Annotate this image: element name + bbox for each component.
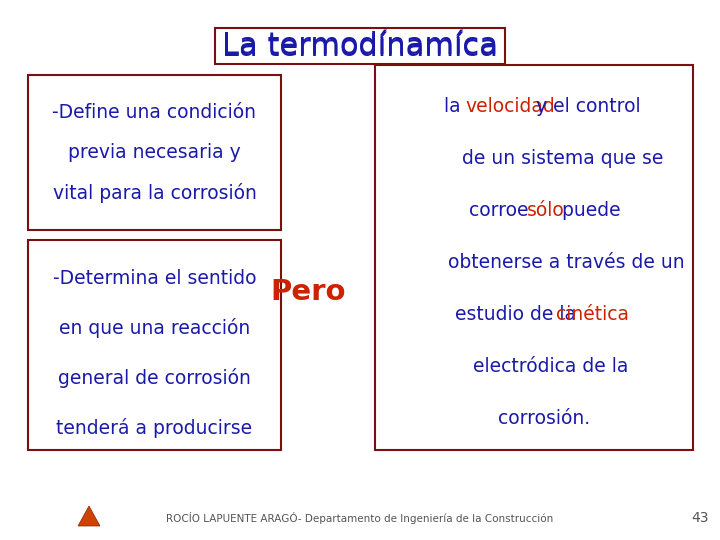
Text: -Determina el sentido: -Determina el sentido	[53, 268, 256, 287]
Text: La termodínamíca: La termodínamíca	[222, 31, 498, 60]
FancyBboxPatch shape	[28, 240, 281, 450]
Polygon shape	[78, 506, 100, 526]
Text: corrosión.: corrosión.	[498, 409, 590, 429]
Text: La termodínamíca: La termodínamíca	[222, 33, 498, 63]
Text: obtenerse a través de un: obtenerse a través de un	[448, 253, 684, 273]
Text: corroe: corroe	[469, 201, 541, 220]
Text: cinética: cinética	[556, 306, 629, 325]
Text: velocidad: velocidad	[466, 98, 555, 117]
Text: previa necesaria y: previa necesaria y	[68, 144, 241, 163]
Text: 43: 43	[691, 511, 708, 525]
Text: la: la	[444, 98, 467, 117]
Text: general de corrosión: general de corrosión	[58, 368, 251, 388]
Text: -Define una condición: -Define una condición	[53, 104, 256, 123]
Text: puede: puede	[556, 201, 620, 220]
Text: tenderá a producirse: tenderá a producirse	[56, 418, 253, 438]
Text: electródica de la: electródica de la	[473, 357, 628, 376]
Text: en que una reacción: en que una reacción	[59, 318, 250, 338]
Text: y el control: y el control	[531, 98, 641, 117]
FancyBboxPatch shape	[375, 65, 693, 450]
Text: estudio de la: estudio de la	[455, 306, 582, 325]
Text: de un sistema que se: de un sistema que se	[462, 150, 663, 168]
FancyBboxPatch shape	[28, 75, 281, 230]
Text: sólo: sólo	[527, 201, 564, 220]
Text: Pero: Pero	[270, 278, 346, 306]
FancyBboxPatch shape	[215, 28, 505, 64]
Text: vital para la corrosión: vital para la corrosión	[53, 183, 256, 203]
Text: ROCÍO LAPUENTE ARAGÓ- Departamento de Ingeniería de la Construcción: ROCÍO LAPUENTE ARAGÓ- Departamento de In…	[166, 512, 554, 524]
